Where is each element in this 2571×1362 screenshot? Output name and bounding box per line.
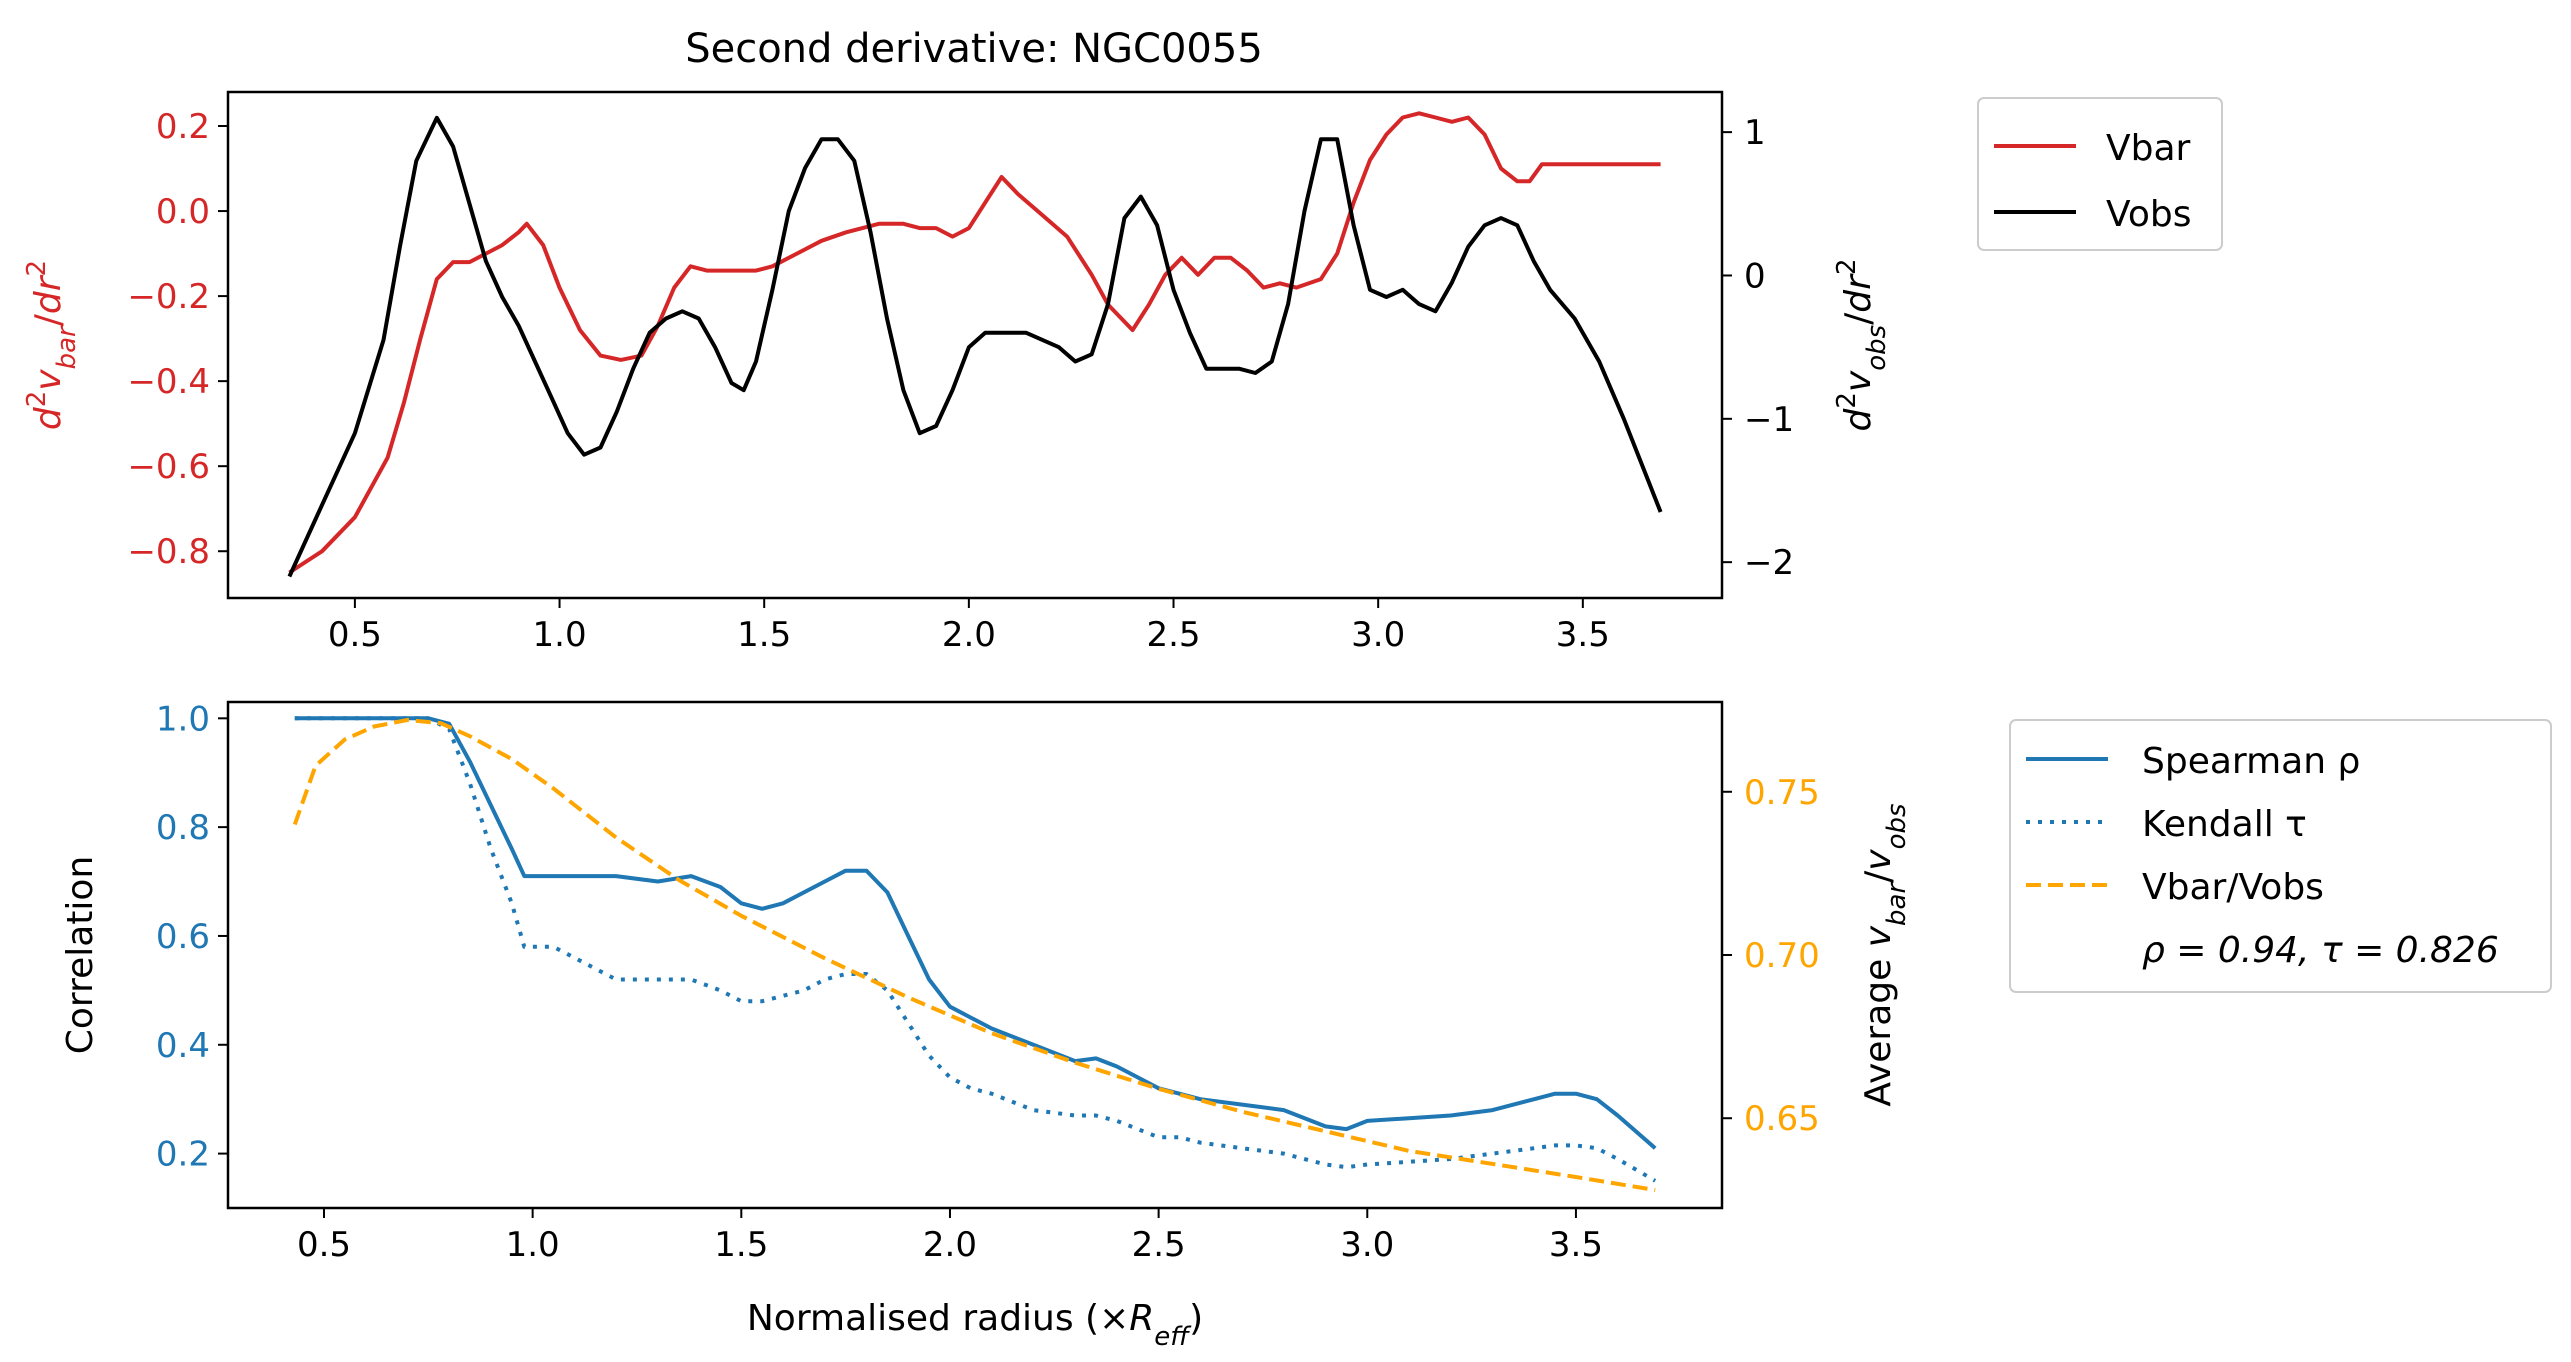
legend-label-vbar: Vbar [2106, 128, 2191, 169]
top-y-right-tick-label: −2 [1744, 543, 1794, 583]
top-chart-title: Second derivative: NGC0055 [685, 26, 1263, 72]
bottom-series-line-spearman- [294, 716, 1657, 1150]
bottom-x-tick-label: 0.5 [297, 1225, 351, 1265]
bottom-y-left-tick-label: 1.0 [156, 699, 210, 739]
bottom-x-tick-label: 3.5 [1549, 1225, 1603, 1265]
top-x-tick-label: 3.5 [1556, 615, 1610, 655]
bottom-y-left-tick-label: 0.6 [156, 917, 210, 957]
top-series-line-vbar [288, 111, 1661, 575]
top-x-tick-label: 1.0 [533, 615, 587, 655]
top-y-left-axis-label: d2vbar/dr2 [22, 260, 82, 430]
top-x-tick-label: 1.5 [737, 615, 791, 655]
bottom-legend: Spearman ρ Kendall τ Vbar/Vobs ρ = 0.94,… [2009, 719, 2552, 993]
top-y-right-axis-label: d2vobs/dr2 [1832, 258, 1892, 431]
bottom-y-right-tick-label: 0.75 [1744, 773, 1820, 813]
bottom-x-tick-label: 1.0 [506, 1225, 560, 1265]
bottom-x-tick-label: 2.5 [1132, 1225, 1186, 1265]
top-y-right-tick-label: −1 [1744, 400, 1794, 440]
bottom-x-tick-label: 2.0 [923, 1225, 977, 1265]
bottom-x-tick-label: 1.5 [714, 1225, 768, 1265]
bottom-legend-frame [2009, 719, 2552, 993]
top-plot-frame [226, 90, 1724, 600]
legend-label-kendall: Kendall τ [2142, 804, 2307, 845]
legend-label-ratio: Vbar/Vobs [2142, 867, 2324, 908]
legend-label-vobs: Vobs [2106, 194, 2191, 235]
top-y-right-tick-label: 0 [1744, 256, 1766, 296]
bottom-x-axis-label: Normalised radius (×Reff) [747, 1298, 1203, 1352]
bottom-y-right-axis-label: Average vbar/vobs [1858, 803, 1912, 1106]
bottom-y-right-tick-label: 0.70 [1744, 936, 1820, 976]
bottom-series-line-vbar-vobs [292, 718, 1656, 1192]
bottom-y-left-axis-label: Correlation [60, 856, 101, 1055]
top-legend: Vbar Vobs [1977, 97, 2223, 251]
top-y-left-tick-label: −0.4 [127, 362, 210, 402]
top-y-right-tick-label: 1 [1744, 113, 1766, 153]
bottom-x-tick-label: 3.0 [1340, 1225, 1394, 1265]
top-x-tick-label: 0.5 [328, 615, 382, 655]
top-chart: 0.5 1.0 1.5 2.0 2.5 3.0 3.5 0.2 0.0 −0.2 −0.4 −0.6 −… [22, 90, 1892, 655]
bottom-y-left-tick-label: 0.4 [156, 1026, 210, 1066]
bottom-y-right-tick-label: 0.65 [1744, 1099, 1820, 1139]
top-series-line-vobs [287, 115, 1663, 578]
top-y-left-tick-label: 0.0 [156, 192, 210, 232]
bottom-y-left-tick-label: 0.8 [156, 808, 210, 848]
bottom-y-left-tick-label: 0.2 [156, 1135, 210, 1175]
bottom-series-line-kendall- [294, 716, 1657, 1183]
top-y-left-tick-label: −0.2 [127, 277, 210, 317]
legend-label-spearman: Spearman ρ [2142, 741, 2360, 782]
bottom-chart: 0.5 1.0 1.5 2.0 2.5 3.0 3.5 1.0 0.8 0.6 0.4 0.2 0.75… [60, 699, 1912, 1352]
top-y-left-tick-label: −0.6 [127, 447, 210, 487]
top-x-tick-label: 2.5 [1146, 615, 1200, 655]
top-y-left-tick-label: −0.8 [127, 532, 210, 572]
top-x-tick-label: 3.0 [1351, 615, 1405, 655]
top-x-tick-label: 2.0 [942, 615, 996, 655]
legend-correlation-annotation: ρ = 0.94, τ = 0.826 [2142, 930, 2499, 971]
top-y-left-tick-label: 0.2 [156, 107, 210, 147]
